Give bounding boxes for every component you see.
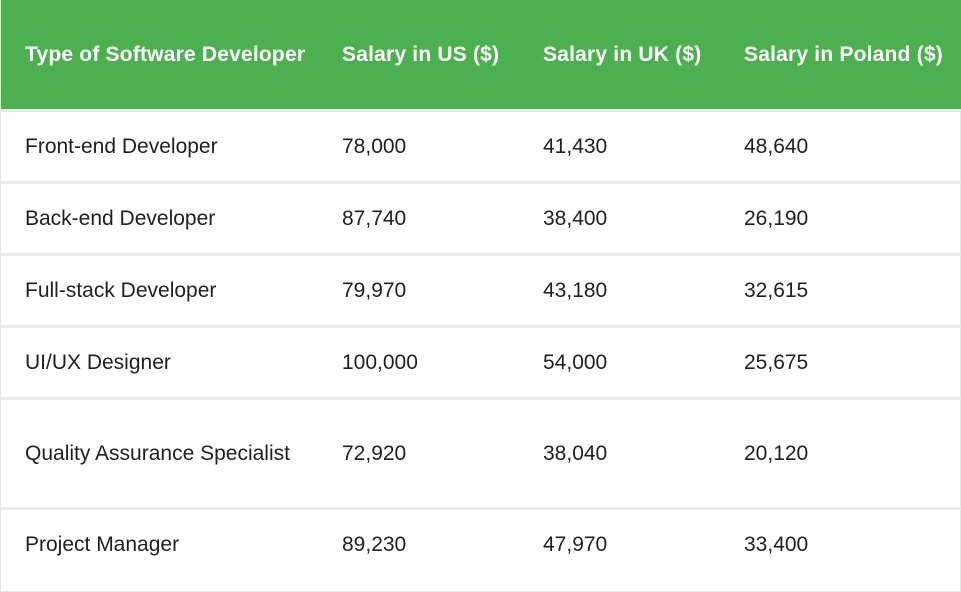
header-salary-us: Salary in US ($) xyxy=(342,42,500,66)
salary-uk-cell: 54,000 xyxy=(543,350,608,374)
header-salary-uk: Salary in UK ($) xyxy=(543,42,702,66)
salary-uk-cell: 47,970 xyxy=(543,533,608,557)
salary-poland-cell: 48,640 xyxy=(744,134,809,158)
table-body: Front-end Developer 78,000 41,430 48,640… xyxy=(1,110,961,580)
table-row: Project Manager 89,230 47,970 33,400 xyxy=(1,508,961,580)
developer-type-cell: Front-end Developer xyxy=(25,134,218,158)
salary-poland-cell: 32,615 xyxy=(744,278,809,302)
salary-poland-cell: 33,400 xyxy=(744,533,809,557)
salary-uk-cell: 38,040 xyxy=(543,441,608,465)
table-row: Front-end Developer 78,000 41,430 48,640 xyxy=(1,110,961,182)
table-row: Quality Assurance Specialist 72,920 38,0… xyxy=(1,398,961,508)
table-row: Full-stack Developer 79,970 43,180 32,61… xyxy=(1,254,961,326)
salary-us-cell: 89,230 xyxy=(342,533,407,557)
table-row: UI/UX Designer 100,000 54,000 25,675 xyxy=(1,326,961,398)
developer-type-cell: Quality Assurance Specialist xyxy=(25,441,290,465)
salary-us-cell: 87,740 xyxy=(342,206,407,230)
developer-type-cell: Project Manager xyxy=(25,533,180,557)
salary-uk-cell: 38,400 xyxy=(543,206,608,230)
salary-us-cell: 78,000 xyxy=(342,134,407,158)
header-row: Type of Software Developer Salary in US … xyxy=(1,0,961,110)
table-header: Type of Software Developer Salary in US … xyxy=(1,0,961,110)
header-developer-type: Type of Software Developer xyxy=(25,42,306,66)
salary-poland-cell: 25,675 xyxy=(744,350,809,374)
salary-us-cell: 100,000 xyxy=(342,350,418,374)
developer-type-cell: UI/UX Designer xyxy=(25,350,171,374)
salary-poland-cell: 26,190 xyxy=(744,206,809,230)
developer-type-cell: Back-end Developer xyxy=(25,206,216,230)
salary-table: Type of Software Developer Salary in US … xyxy=(1,0,961,580)
salary-us-cell: 79,970 xyxy=(342,278,407,302)
salary-poland-cell: 20,120 xyxy=(744,441,809,465)
table-row: Back-end Developer 87,740 38,400 26,190 xyxy=(1,182,961,254)
header-salary-poland: Salary in Poland ($) xyxy=(744,42,943,66)
salary-us-cell: 72,920 xyxy=(342,441,407,465)
salary-uk-cell: 41,430 xyxy=(543,134,608,158)
developer-type-cell: Full-stack Developer xyxy=(25,278,217,302)
salary-uk-cell: 43,180 xyxy=(543,278,608,302)
